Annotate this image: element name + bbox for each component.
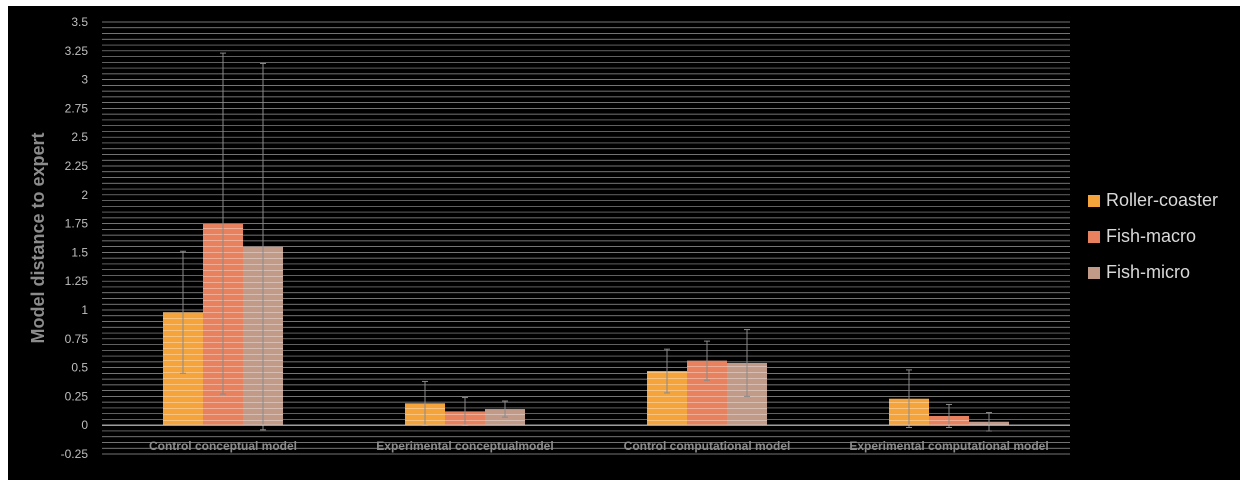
legend-swatch [1088,267,1100,279]
x-tick-label: Control conceptual model [149,439,297,453]
y-tick-label: 2.25 [65,159,89,173]
bar-chart: -0.25 0 0.25 0.5 0.75 1 1.25 1.5 1.75 2 2.25 2.5 2.7… [28,15,1218,461]
y-axis-title: Model distance to expert [28,132,48,343]
legend-swatch [1088,231,1100,243]
legend-label: Fish-macro [1106,226,1196,246]
y-tick-label: 2 [81,188,88,202]
x-tick-label: Experimental conceptualmodel [376,439,553,453]
error-bars [180,52,992,432]
x-tick-label: Experimental computational model [849,439,1048,453]
y-tick-label: 3.25 [65,44,89,58]
legend-item: Fish-micro [1088,262,1190,282]
y-tick-label: 2.75 [65,101,89,115]
y-tick-label: 3 [81,73,88,87]
legend: Roller-coaster Fish-macro Fish-micro [1088,190,1218,282]
y-tick-label: 0 [81,418,88,432]
y-tick-label: 0.25 [65,389,89,403]
legend-item: Roller-coaster [1088,190,1218,210]
y-tick-label: 3.5 [71,15,88,29]
y-tick-label: 2.5 [71,130,88,144]
y-tick-label: 0.75 [65,332,89,346]
axes: -0.25 0 0.25 0.5 0.75 1 1.25 1.5 1.75 2 2.25 2.5 2.7… [61,15,1070,461]
y-tick-label: 1.75 [65,217,89,231]
y-tick-label: 1.25 [65,274,89,288]
legend-item: Fish-macro [1088,226,1196,246]
y-tick-label: 0.5 [71,361,88,375]
legend-label: Roller-coaster [1106,190,1218,210]
chart-frame: -0.25 0 0.25 0.5 0.75 1 1.25 1.5 1.75 2 2.25 2.5 2.7… [8,6,1240,480]
y-tick-label: 1 [81,303,88,317]
y-tick-label: 1.5 [71,245,88,259]
legend-swatch [1088,195,1100,207]
x-tick-label: Control computational model [624,439,791,453]
y-tick-label: -0.25 [61,447,89,461]
legend-label: Fish-micro [1106,262,1190,282]
bars [163,223,1009,426]
